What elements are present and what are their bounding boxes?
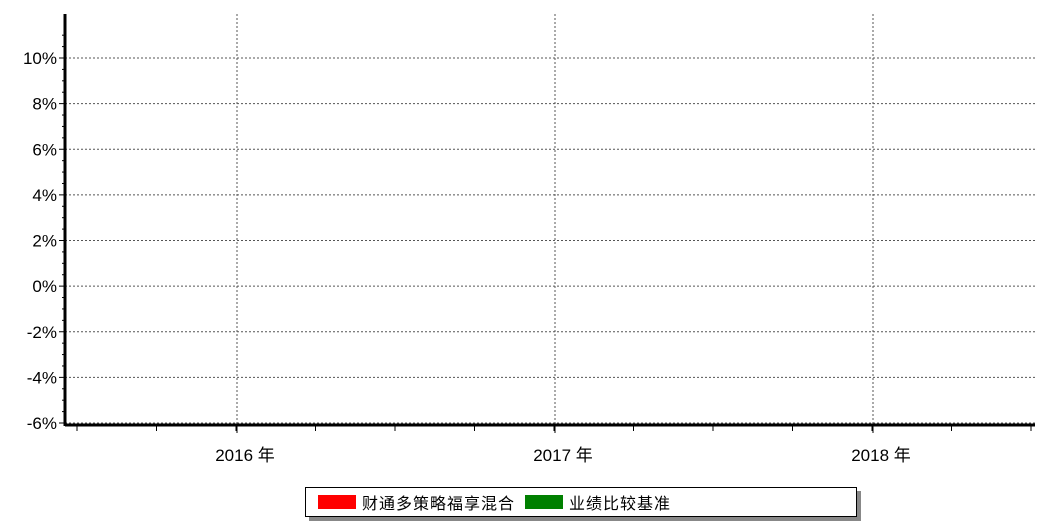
y-tick-label: 6% — [32, 140, 57, 159]
legend-swatch-fund — [318, 495, 356, 509]
legend-item-benchmark: 业绩比较基准 — [525, 490, 671, 514]
chart-legend: 财通多策略福享混合 业绩比较基准 — [305, 487, 857, 517]
y-tick-label: -2% — [27, 323, 57, 342]
x-tick-label: 2017 年 — [533, 446, 593, 465]
legend-item-fund: 财通多策略福享混合 — [318, 490, 515, 514]
y-tick-label: 2% — [32, 232, 57, 251]
x-tick-label: 2018 年 — [851, 446, 911, 465]
y-tick-label: 8% — [32, 95, 57, 114]
y-tick-label: 4% — [32, 186, 57, 205]
legend-swatch-benchmark — [525, 495, 564, 509]
y-tick-label: 10% — [23, 49, 57, 68]
legend-label-benchmark: 业绩比较基准 — [569, 494, 672, 513]
chart-plot: 10% 8% 6% 4% 2% 0% -2% -4% -6% 2016 年 2017 年 2018 年 — [23, 14, 1035, 465]
y-tick-label: -4% — [27, 368, 57, 387]
x-tick-label: 2016 年 — [215, 446, 275, 465]
y-tick-label: -6% — [27, 414, 57, 433]
legend-label-fund: 财通多策略福享混合 — [362, 494, 516, 513]
y-tick-label: 0% — [32, 277, 57, 296]
